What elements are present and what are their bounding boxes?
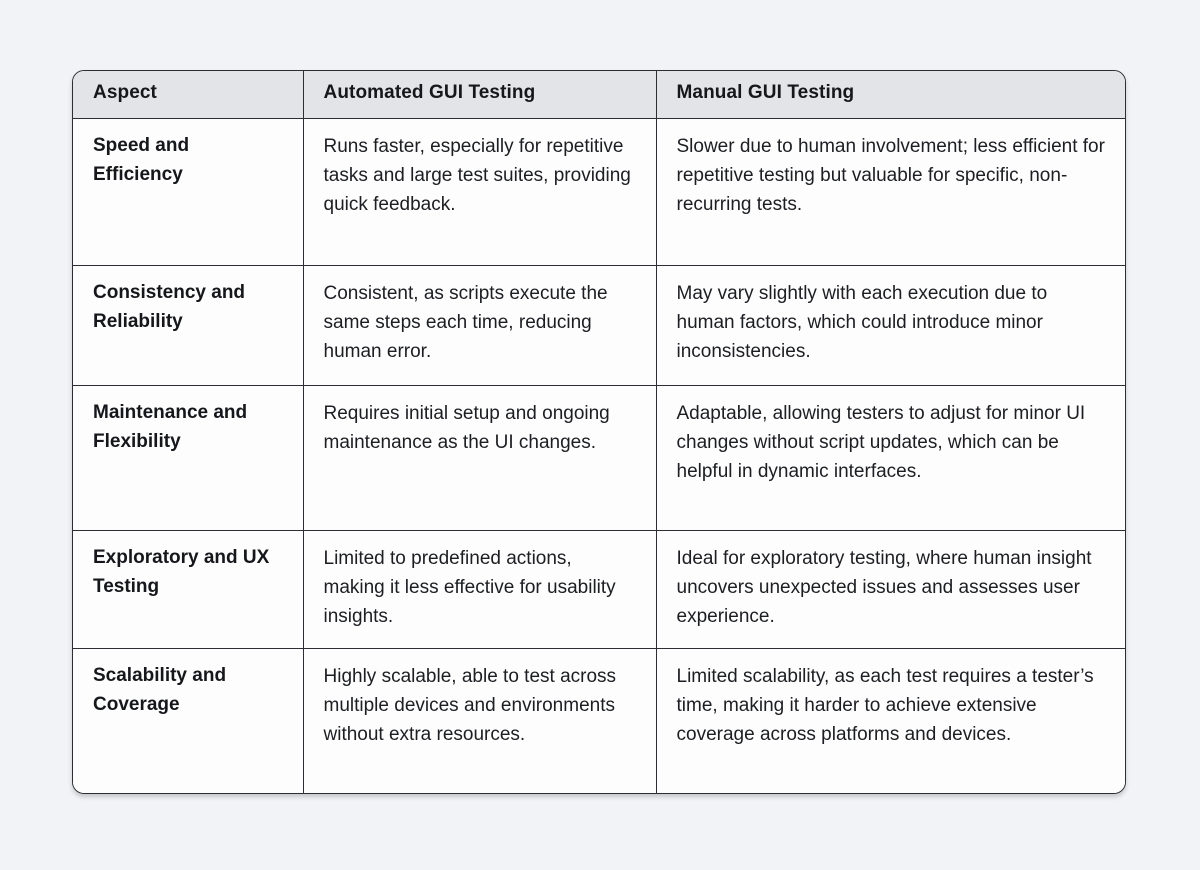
column-header-manual-gui-testing: Manual GUI Testing — [656, 71, 1125, 119]
column-header-automated-gui-testing: Automated GUI Testing — [303, 71, 657, 119]
manual-testing-cell: Adaptable, allowing testers to adjust fo… — [656, 385, 1125, 531]
aspect-cell: Scalability and Coverage — [73, 648, 304, 793]
aspect-cell: Maintenance and Flexibility — [73, 385, 304, 531]
table-row: Maintenance and Flexibility Requires init… — [73, 385, 1125, 531]
table-row: Scalability and Coverage Highly scalable,… — [73, 648, 1125, 793]
manual-testing-cell: Ideal for exploratory testing, where hum… — [656, 530, 1125, 649]
table-row: Consistency and Reliability Consistent, a… — [73, 265, 1125, 386]
automated-testing-cell: Limited to predefined actions, making it… — [303, 530, 657, 649]
automated-testing-cell: Highly scalable, able to test across mul… — [303, 648, 657, 793]
table-row: Exploratory and UX Testing Limited to pre… — [73, 530, 1125, 649]
gui-testing-comparison-table: Aspect Automated GUI Testing Manual GUI … — [73, 71, 1125, 793]
comparison-table-container: Aspect Automated GUI Testing Manual GUI … — [72, 70, 1126, 794]
aspect-cell: Exploratory and UX Testing — [73, 530, 304, 649]
aspect-cell: Speed and Efficiency — [73, 118, 304, 266]
manual-testing-cell: Slower due to human involvement; less ef… — [656, 118, 1125, 266]
automated-testing-cell: Runs faster, especially for repetitive t… — [303, 118, 657, 266]
column-header-aspect: Aspect — [73, 71, 304, 119]
table-row: Speed and Efficiency Runs faster, especia… — [73, 118, 1125, 266]
manual-testing-cell: Limited scalability, as each test requir… — [656, 648, 1125, 793]
automated-testing-cell: Consistent, as scripts execute the same … — [303, 265, 657, 386]
table-header: Aspect Automated GUI Testing Manual GUI … — [73, 71, 1125, 119]
table-body: Speed and Efficiency Runs faster, especia… — [73, 118, 1125, 793]
manual-testing-cell: May vary slightly with each execution du… — [656, 265, 1125, 386]
automated-testing-cell: Requires initial setup and ongoing maint… — [303, 385, 657, 531]
aspect-cell: Consistency and Reliability — [73, 265, 304, 386]
header-row: Aspect Automated GUI Testing Manual GUI … — [73, 71, 1125, 119]
